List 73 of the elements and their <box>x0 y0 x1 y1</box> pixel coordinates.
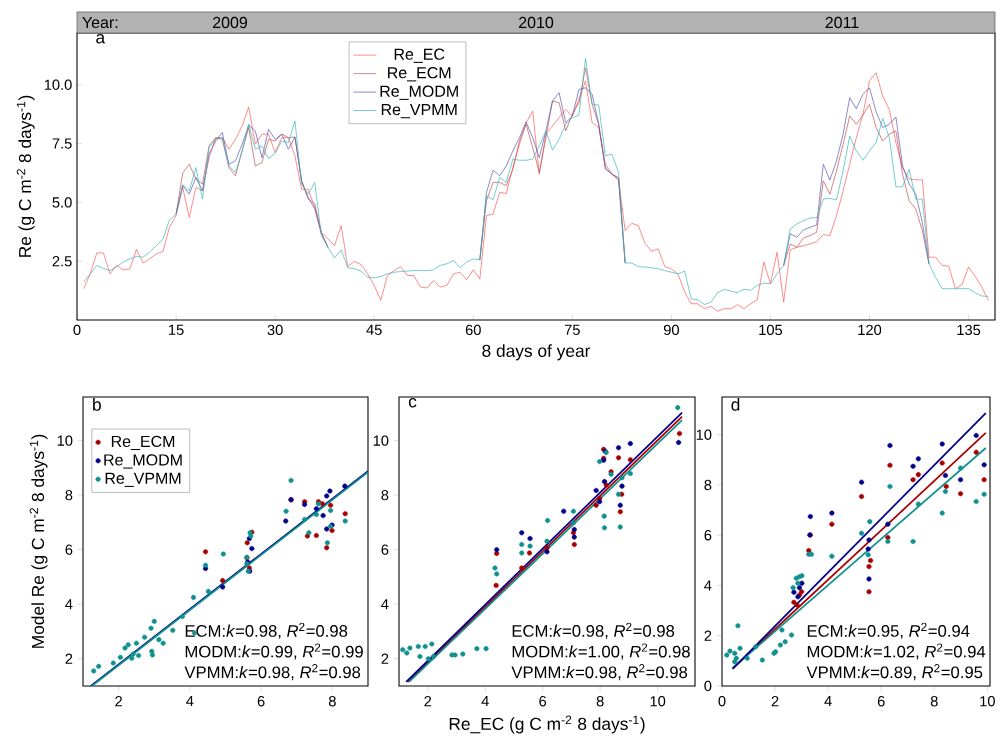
x-tick-label: 45 <box>366 324 382 335</box>
x-tick-label: 0 <box>718 696 726 707</box>
x-tick-label: 2 <box>424 696 432 707</box>
y-tick-label: 6 <box>381 544 389 555</box>
x-tick-label: 8 <box>930 696 938 707</box>
y-tick-label: 4 <box>65 599 73 610</box>
x-axis-title: Re_EC (g C m$^{-2}$ 8 days$^{-1}$) <box>449 715 645 734</box>
x-tick-label: 2 <box>771 696 779 707</box>
y-tick-label: 5.0 <box>52 197 72 208</box>
y-tick-label: 10 <box>373 435 389 446</box>
y-tick-label: 4 <box>704 580 712 591</box>
legend-label: Re_VPMM <box>105 472 181 487</box>
legend-label: Re_MODM <box>380 85 458 100</box>
y-tick-label: 6 <box>65 544 73 555</box>
chart-title: d <box>731 398 740 411</box>
y-tick-label: 10.0 <box>44 79 72 90</box>
y-tick-label: 2.5 <box>52 256 72 267</box>
y-tick-label: 10 <box>696 429 712 440</box>
y-tick-label: 10 <box>57 435 73 446</box>
legend-label: Re_EC <box>394 48 445 63</box>
x-tick-label: 0 <box>73 324 81 336</box>
legend-label: Re_ECM <box>111 435 175 451</box>
chart-title: b <box>93 398 101 411</box>
x-tick-label: 6 <box>539 696 547 707</box>
y-axis-title: Re (g C m$^{-2}$ 8 days$^{-1}$) <box>16 95 35 257</box>
x-tick-label: 90 <box>663 324 679 336</box>
text: 2010 <box>519 16 554 29</box>
x-tick-label: 10 <box>650 696 666 707</box>
x-tick-label: 8 <box>596 696 604 707</box>
chart-title: a <box>96 34 106 44</box>
x-tick-label: 135 <box>957 324 981 336</box>
y-tick-label: 8 <box>704 479 712 491</box>
text: 2011 <box>825 16 859 29</box>
annotation: VPMM:k=0.98, R$^{2}$=0.98 <box>184 664 361 681</box>
x-tick-label: 6 <box>877 696 885 707</box>
x-tick-label: 4 <box>824 696 832 707</box>
y-tick-label: 4 <box>381 599 389 610</box>
annotation: MODM:k=1.02, R$^{2}$=0.94 <box>807 643 986 660</box>
x-tick-label: 120 <box>858 324 882 336</box>
annotation: MODM:k=0.99, R$^{2}$=0.99 <box>185 643 363 660</box>
x-tick-label: 4 <box>481 696 489 707</box>
x-axis-title: 8 days of year <box>482 344 591 361</box>
annotation: MODM:k=1.00, R$^{2}$=0.98 <box>512 643 690 660</box>
x-tick-label: 105 <box>759 324 783 336</box>
x-tick-label: 15 <box>169 324 184 335</box>
x-tick-label: 6 <box>257 696 265 707</box>
chart-title: c <box>408 398 417 408</box>
legend-label: Re_VPMM <box>381 104 457 119</box>
y-tick-label: 0 <box>704 680 712 692</box>
y-tick-label: 8 <box>65 489 73 501</box>
x-tick-label: 60 <box>465 324 481 336</box>
y-tick-label: 6 <box>704 530 712 541</box>
x-tick-label: 4 <box>186 696 194 707</box>
x-tick-label: 75 <box>564 324 580 335</box>
text: 2009 <box>213 16 248 29</box>
x-tick-label: 8 <box>328 696 336 707</box>
x-tick-label: 10 <box>980 696 995 707</box>
x-tick-label: 2 <box>115 696 122 707</box>
y-tick-label: 2 <box>381 653 389 664</box>
annotation: VPMM:k=0.98, R$^{2}$=0.98 <box>511 664 688 681</box>
annotation: ECM:k=0.98, R$^{2}$=0.98 <box>185 622 348 639</box>
annotation: ECM:k=0.95, R$^{2}$=0.94 <box>807 622 970 639</box>
y-tick-label: 8 <box>381 489 389 501</box>
legend-label: Re_ECM <box>388 67 451 82</box>
y-axis-title: Model Re (g C m$^{-2}$ 8 days$^{-1}$) <box>29 434 48 648</box>
annotation: ECM:k=0.98, R$^{2}$=0.98 <box>512 622 675 639</box>
y-tick-label: 7.5 <box>52 138 72 149</box>
y-tick-label: 2 <box>704 630 712 641</box>
text: Year: <box>82 16 118 29</box>
x-tick-label: 30 <box>267 324 283 336</box>
legend-label: Re_MODM <box>104 454 182 469</box>
y-tick-label: 2 <box>65 653 73 664</box>
annotation: VPMM:k=0.89, R$^{2}$=0.95 <box>806 664 983 681</box>
